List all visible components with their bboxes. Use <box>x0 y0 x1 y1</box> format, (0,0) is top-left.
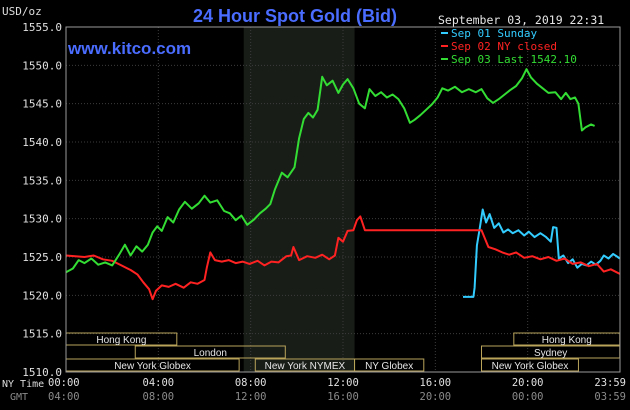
y-tick-label: 1535.0 <box>22 174 62 187</box>
y-tick-label: 1540.0 <box>22 136 62 149</box>
x-tick-labels: 00:00 04:00 04:00 08:00 08:00 12:00 12:00 16:00… <box>48 377 626 403</box>
x-axis-label-ny: NY Time <box>2 379 44 390</box>
y-tick-label: 1545.0 <box>22 98 62 111</box>
y-tick-label: 1550.0 <box>22 59 62 72</box>
x-tick-label-gmt: 04:00 <box>48 391 80 403</box>
y-tick-label: 1520.0 <box>22 289 62 302</box>
x-tick-label-ny: 00:00 <box>48 377 80 389</box>
series-line <box>65 215 621 301</box>
timestamp: September 03, 2019 22:31 <box>438 13 604 27</box>
x-tick-label-gmt: 12:00 <box>235 391 267 403</box>
x-tick-label-gmt: 03:59 <box>594 391 626 403</box>
session-label: Sydney <box>534 348 567 359</box>
session-label: New York Globex <box>114 361 191 372</box>
y-tick-label: 1530.0 <box>22 213 62 226</box>
series-line <box>65 68 595 274</box>
x-tick-label-gmt: 08:00 <box>143 391 175 403</box>
session-label: Hong Kong <box>542 335 592 346</box>
y-tick-label: 1555.0 <box>22 21 62 34</box>
session-box <box>134 345 286 359</box>
session-label: Hong Kong <box>96 335 146 346</box>
x-tick-label-ny: 23:59 <box>594 377 626 389</box>
session-box <box>354 358 425 372</box>
x-axis-label-gmt: GMT <box>10 392 28 403</box>
session-box <box>481 358 579 372</box>
x-tick-label-gmt: 00:00 <box>512 391 544 403</box>
highlight-band-layer <box>243 27 355 372</box>
watermark: www.kitco.com <box>67 39 191 58</box>
session-label: New York NYMEX <box>265 361 346 372</box>
session-label: NY Globex <box>365 361 413 372</box>
legend-entry: Sep 03 Last 1542.10 <box>451 53 577 66</box>
x-tick-label-ny: 20:00 <box>512 377 544 389</box>
y-tick-label: 1525.0 <box>22 251 62 264</box>
legend-entry: Sep 01 Sunday <box>451 27 537 40</box>
session-label: New York Globex <box>492 361 569 372</box>
y-unit-label: USD/oz <box>2 5 42 18</box>
session-label: London <box>194 348 227 359</box>
x-tick-label-gmt: 20:00 <box>420 391 452 403</box>
y-tick-labels: 1510.0 1515.0 1520.0 1525.0 1530.0 1535.0 1540… <box>22 21 62 379</box>
x-tick-label-ny: 12:00 <box>327 377 359 389</box>
chart-title: 24 Hour Spot Gold (Bid) <box>193 6 397 26</box>
x-tick-label-ny: 04:00 <box>143 377 175 389</box>
y-tick-label: 1510.0 <box>22 366 62 379</box>
y-tick-label: 1515.0 <box>22 328 62 341</box>
series-layer <box>65 68 621 301</box>
plot-frame <box>65 26 621 373</box>
highlight-band <box>243 27 355 372</box>
legend-entry: Sep 02 NY closed <box>451 40 557 53</box>
x-tick-label-gmt: 16:00 <box>327 391 359 403</box>
x-tick-label-ny: 16:00 <box>420 377 452 389</box>
x-tick-label-ny: 08:00 <box>235 377 267 389</box>
